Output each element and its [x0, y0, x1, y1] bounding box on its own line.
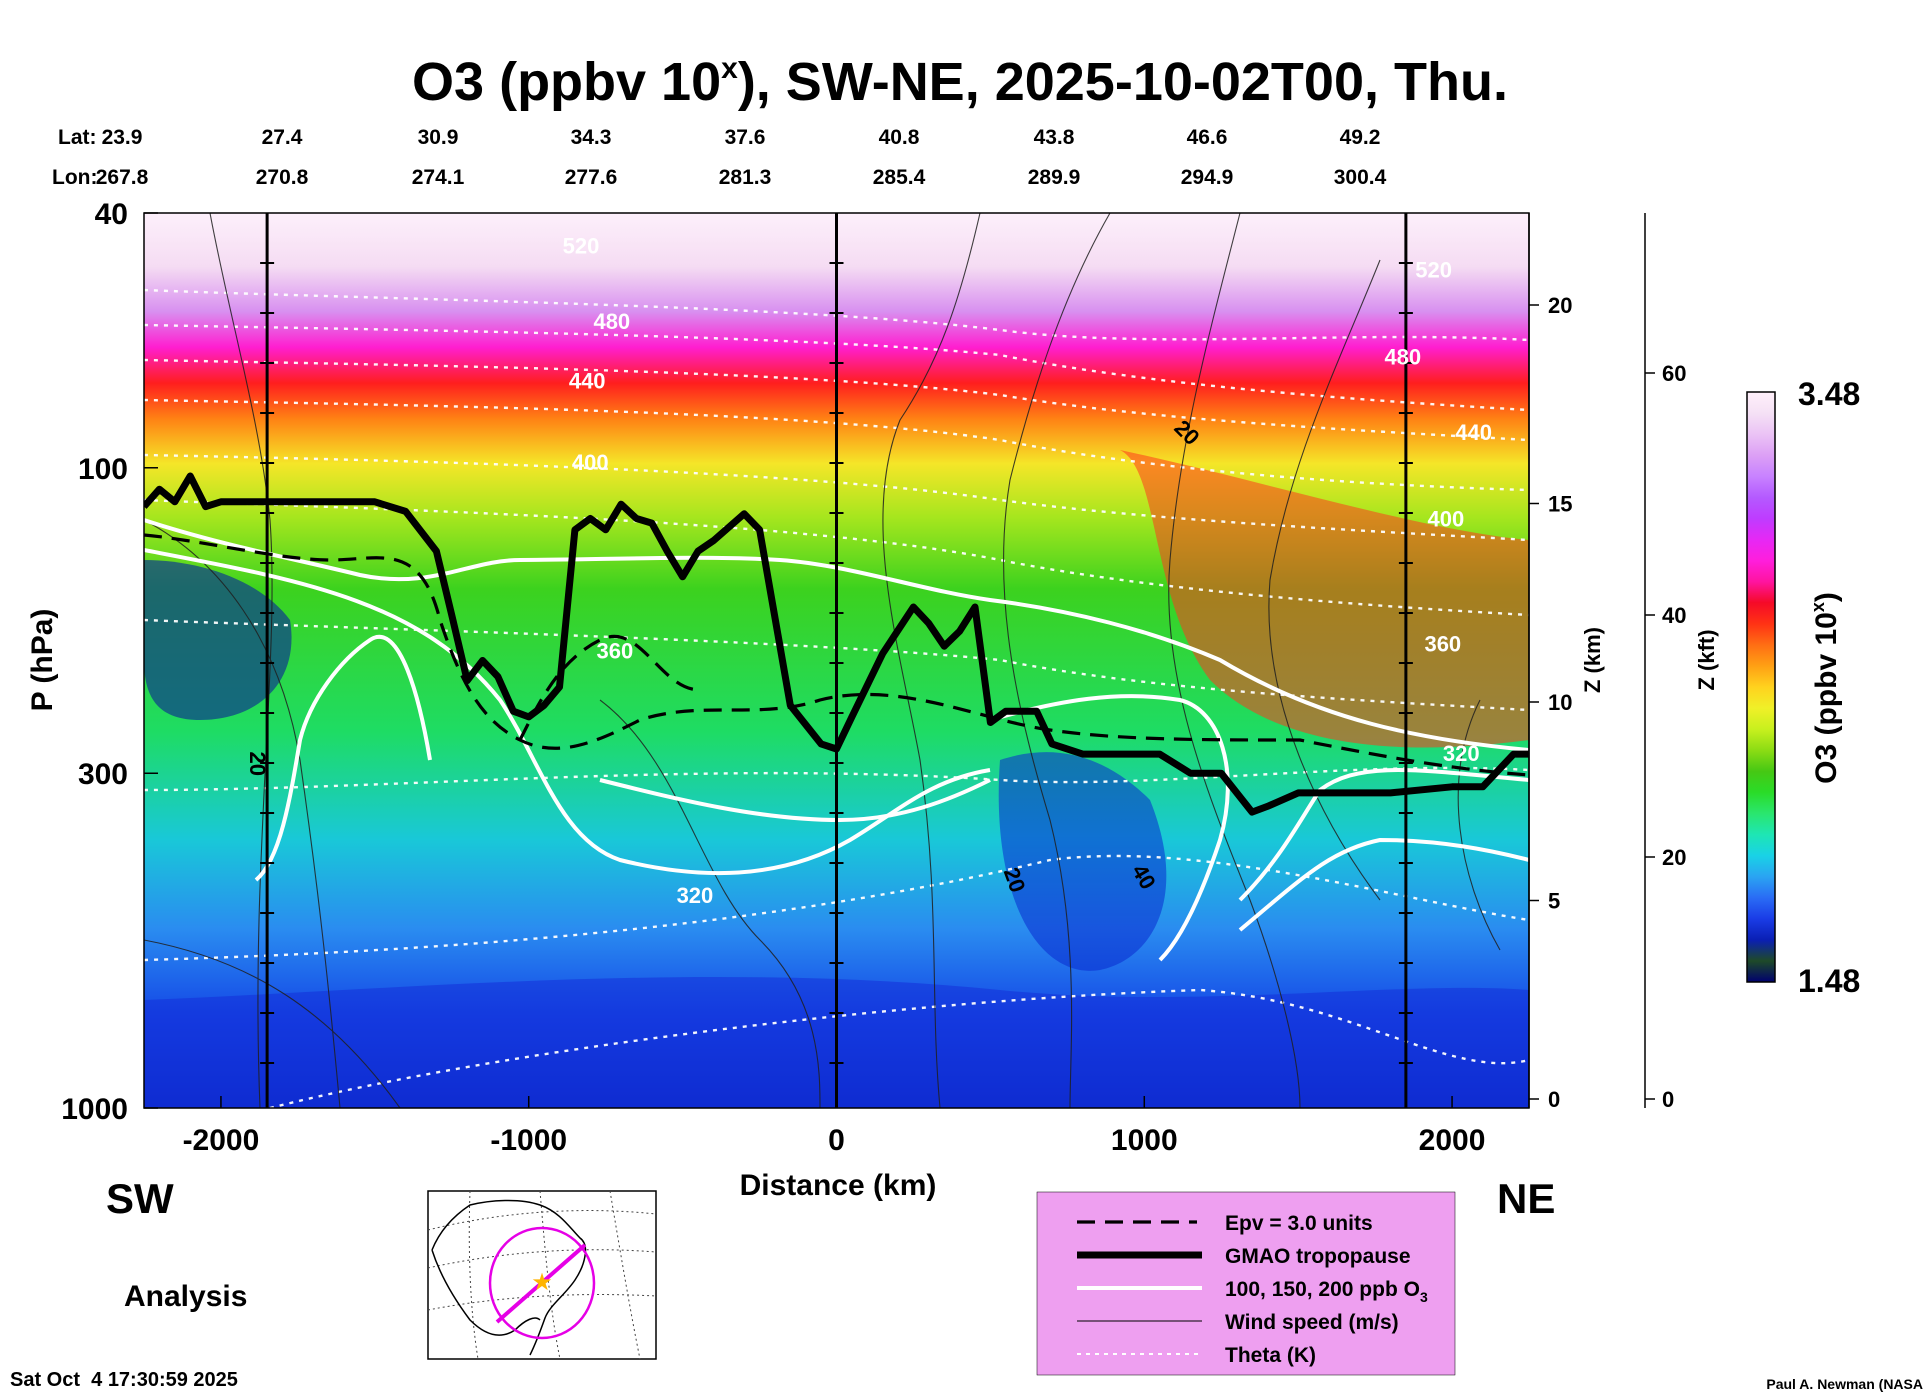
x-tick-label: 2000	[1419, 1124, 1486, 1157]
x-tick-label: 0	[828, 1124, 845, 1157]
z-kft-tick-label: 60	[1662, 361, 1686, 386]
z-km-tick-label: 20	[1548, 293, 1572, 318]
x-axis-label: Distance (km)	[740, 1169, 937, 1202]
z-kft-label: Z (kft)	[1694, 629, 1719, 690]
theta-label: 520	[1415, 257, 1452, 282]
lat-row-label: Lat:	[58, 126, 97, 149]
ne-direction-label: NE	[1497, 1175, 1555, 1222]
z-kft-tick-label: 20	[1662, 845, 1686, 870]
colorbar-ramp	[1746, 391, 1776, 983]
theta-label: 440	[569, 368, 606, 393]
theta-label: 480	[1384, 344, 1421, 369]
z-km-axis: 0 5 10 15 20	[1528, 213, 1572, 1112]
chart-title: O3 (ppbv 10x), SW-NE, 2025-10-02T00, Thu…	[412, 52, 1508, 112]
lat-value: 37.6	[725, 126, 766, 149]
z-km-label: Z (km)	[1580, 627, 1605, 693]
legend-tropopause-label: GMAO tropopause	[1225, 1245, 1411, 1268]
analysis-label: Analysis	[124, 1280, 247, 1313]
z-kft-axis: 0 20 40 60	[1644, 213, 1686, 1112]
inset-map: ★	[427, 1190, 657, 1360]
theta-label: 400	[572, 450, 609, 475]
legend-wind-label: Wind speed (m/s)	[1225, 1311, 1399, 1334]
inset-map-star-icon: ★	[531, 1268, 553, 1296]
x-tick-label: 1000	[1111, 1124, 1178, 1157]
theta-label: 360	[1424, 631, 1461, 656]
o3-ppb-contours	[144, 518, 1529, 962]
gmao-tropopause-line	[144, 472, 1529, 816]
vertical-reference-lines	[260, 213, 1413, 1108]
sw-direction-label: SW	[106, 1175, 174, 1222]
theta-label: 440	[1455, 420, 1492, 445]
theta-label: 320	[1443, 741, 1480, 766]
x-axis: -2000 -1000 0 1000 2000	[183, 1096, 1486, 1157]
lon-value: 281.3	[719, 166, 772, 189]
lon-row-label: Lon:	[52, 166, 97, 189]
y-tick-label: 100	[78, 453, 128, 486]
z-km-tick-label: 0	[1548, 1087, 1560, 1112]
z-kft-tick-label: 0	[1662, 1087, 1674, 1112]
ozone-plume-ne	[1120, 450, 1529, 748]
theta-label: 480	[593, 309, 630, 334]
theta-labels: 520 480 440 400 360 320 520 480 440 400 360 320	[563, 234, 1492, 908]
wind-label: 20	[245, 752, 270, 776]
low-ozone-region-ne	[998, 752, 1167, 971]
lon-value: 277.6	[565, 166, 618, 189]
lon-value: 300.4	[1334, 166, 1387, 189]
lat-value: 23.9	[102, 126, 143, 149]
wind-speed-contours	[144, 213, 1501, 1108]
lat-value: 46.6	[1187, 126, 1228, 149]
z-km-tick-label: 15	[1548, 492, 1572, 517]
y-axis-label: P (hPa)	[26, 609, 59, 712]
y-tick-label: 300	[78, 758, 128, 791]
colorbar: 3.48 1.48 O3 (ppbv 10x)	[1746, 376, 1860, 999]
inset-map-coastline	[431, 1199, 587, 1356]
legend: Epv = 3.0 units GMAO tropopause 100, 150…	[1036, 1191, 1456, 1376]
y-tick-label: 40	[95, 198, 128, 231]
legend-theta-label: Theta (K)	[1225, 1344, 1316, 1367]
lon-value: 267.8	[96, 166, 149, 189]
inset-map-transect	[495, 1243, 587, 1324]
lon-value: 274.1	[412, 166, 465, 189]
colorbar-max-label: 3.48	[1798, 376, 1860, 412]
lat-value: 34.3	[571, 126, 612, 149]
lon-value: 294.9	[1181, 166, 1234, 189]
theta-label: 360	[597, 639, 634, 664]
low-ozone-region-sw	[144, 560, 292, 720]
colorbar-label: O3 (ppbv 10x)	[1808, 592, 1843, 784]
colorbar-min-label: 1.48	[1798, 963, 1860, 999]
z-kft-tick-label: 40	[1662, 603, 1686, 628]
y-axis: 40 100 300 1000	[61, 198, 158, 1126]
theta-label: 320	[677, 883, 714, 908]
timestamp: Sat Oct 4 17:30:59 2025	[10, 1369, 238, 1391]
x-tick-label: -1000	[490, 1124, 567, 1157]
lat-value: 27.4	[262, 126, 303, 149]
z-km-tick-label: 5	[1548, 889, 1560, 914]
y-tick-label: 1000	[61, 1093, 128, 1126]
epv-contours	[144, 533, 1529, 777]
x-tick-label: -2000	[183, 1124, 260, 1157]
theta-isolines	[144, 288, 1529, 1108]
theta-label: 400	[1428, 506, 1465, 531]
lon-value: 285.4	[873, 166, 926, 189]
inset-map-ring	[488, 1226, 596, 1340]
lat-lon-labels: 23.9 27.4 30.9 34.3 37.6 40.8 43.8 46.6 49.2 267.…	[96, 126, 1387, 189]
legend-epv-label: Epv = 3.0 units	[1225, 1212, 1373, 1235]
lat-value: 43.8	[1034, 126, 1075, 149]
z-km-tick-label: 10	[1548, 690, 1572, 715]
legend-o3-label: 100, 150, 200 ppb O3	[1225, 1278, 1428, 1305]
inset-map-graticule	[427, 1190, 657, 1360]
lon-value: 289.9	[1028, 166, 1081, 189]
inset-map-frame	[427, 1190, 657, 1360]
theta-label: 520	[563, 234, 600, 259]
lat-value: 30.9	[418, 126, 459, 149]
lat-value: 49.2	[1340, 126, 1381, 149]
lat-value: 40.8	[879, 126, 920, 149]
lon-value: 270.8	[256, 166, 309, 189]
credit: Paul A. Newman (NASA	[1766, 1376, 1923, 1392]
